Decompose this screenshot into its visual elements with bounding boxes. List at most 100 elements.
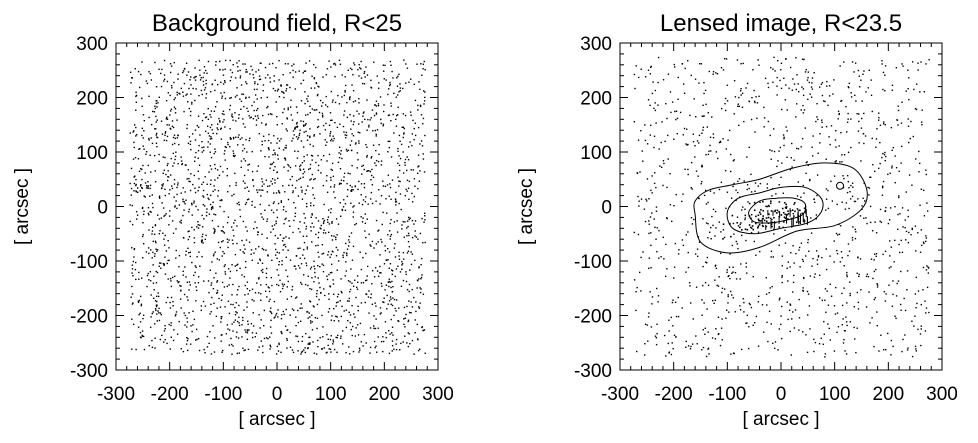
data-point bbox=[854, 237, 857, 240]
data-point bbox=[317, 118, 319, 121]
data-point bbox=[408, 245, 411, 248]
data-point bbox=[248, 163, 251, 166]
data-point bbox=[760, 208, 762, 211]
data-point bbox=[839, 225, 842, 227]
data-point bbox=[724, 97, 727, 100]
data-point bbox=[214, 163, 216, 166]
data-point bbox=[258, 276, 260, 279]
data-point bbox=[161, 68, 163, 71]
data-point bbox=[332, 175, 335, 178]
data-point bbox=[223, 80, 226, 82]
data-point bbox=[762, 209, 765, 212]
data-point bbox=[345, 84, 347, 87]
data-point bbox=[644, 343, 646, 345]
data-point bbox=[366, 265, 369, 268]
data-point bbox=[129, 220, 131, 223]
data-point bbox=[154, 170, 157, 172]
data-point bbox=[246, 151, 248, 153]
data-point bbox=[882, 185, 884, 188]
data-point bbox=[188, 177, 190, 180]
data-point bbox=[714, 299, 716, 301]
data-point bbox=[252, 178, 254, 181]
data-point bbox=[388, 195, 390, 197]
data-point bbox=[897, 105, 899, 107]
data-point bbox=[243, 147, 246, 150]
data-point bbox=[328, 307, 331, 310]
data-point bbox=[841, 161, 843, 163]
data-point bbox=[141, 187, 144, 189]
data-point bbox=[294, 165, 297, 167]
data-point bbox=[743, 311, 745, 313]
data-point bbox=[158, 262, 161, 264]
data-point bbox=[139, 321, 142, 323]
data-point bbox=[671, 342, 673, 344]
data-point bbox=[245, 96, 247, 99]
data-point bbox=[328, 153, 331, 156]
data-point bbox=[274, 89, 276, 92]
data-point bbox=[294, 207, 297, 209]
data-point bbox=[335, 246, 338, 249]
data-point bbox=[859, 86, 861, 88]
data-point bbox=[167, 259, 169, 262]
data-point bbox=[361, 221, 364, 223]
data-point bbox=[146, 274, 149, 277]
data-point bbox=[149, 271, 152, 273]
data-point bbox=[366, 154, 368, 157]
data-point bbox=[671, 301, 674, 304]
data-point bbox=[143, 210, 145, 213]
data-point bbox=[393, 92, 395, 95]
panel2-ytick-label: 100 bbox=[580, 143, 612, 164]
data-point bbox=[343, 176, 345, 178]
data-point bbox=[772, 81, 774, 83]
data-point bbox=[407, 332, 409, 334]
data-point bbox=[716, 73, 719, 75]
data-point bbox=[796, 103, 798, 105]
data-point bbox=[379, 254, 381, 256]
data-point bbox=[188, 236, 191, 238]
data-point bbox=[906, 270, 909, 272]
data-point bbox=[911, 227, 913, 230]
data-point bbox=[748, 302, 751, 305]
data-point bbox=[807, 314, 809, 316]
data-point bbox=[336, 351, 338, 354]
data-point bbox=[259, 327, 261, 329]
data-point bbox=[739, 226, 741, 229]
data-point bbox=[274, 179, 276, 181]
data-point bbox=[709, 136, 712, 139]
data-point bbox=[246, 330, 249, 332]
data-point bbox=[197, 282, 200, 284]
data-point bbox=[721, 291, 723, 294]
data-point bbox=[784, 217, 787, 219]
data-point bbox=[246, 332, 249, 334]
data-point bbox=[398, 180, 400, 182]
data-point bbox=[408, 180, 411, 183]
data-point bbox=[323, 203, 325, 206]
data-point bbox=[673, 266, 676, 268]
data-point bbox=[195, 300, 197, 302]
data-point bbox=[649, 104, 651, 107]
data-point bbox=[404, 114, 407, 117]
data-point bbox=[293, 63, 295, 65]
data-point bbox=[338, 320, 340, 322]
data-point bbox=[156, 295, 158, 298]
data-point bbox=[175, 249, 177, 252]
data-point bbox=[395, 343, 397, 345]
data-point bbox=[766, 205, 768, 208]
data-point bbox=[715, 267, 718, 270]
data-point bbox=[407, 250, 410, 252]
data-point bbox=[150, 316, 152, 318]
data-point bbox=[796, 147, 798, 150]
data-point bbox=[413, 296, 415, 299]
data-point bbox=[783, 144, 785, 147]
panel1-xlabel: [ arcsec ] bbox=[238, 409, 315, 430]
data-point bbox=[811, 82, 813, 84]
data-point bbox=[650, 326, 653, 328]
data-point bbox=[228, 344, 231, 346]
data-point bbox=[383, 263, 386, 265]
data-point bbox=[850, 184, 852, 187]
data-point bbox=[712, 133, 715, 135]
data-point bbox=[889, 255, 891, 257]
data-point bbox=[879, 141, 881, 144]
data-point bbox=[285, 147, 287, 149]
data-point bbox=[898, 251, 901, 254]
